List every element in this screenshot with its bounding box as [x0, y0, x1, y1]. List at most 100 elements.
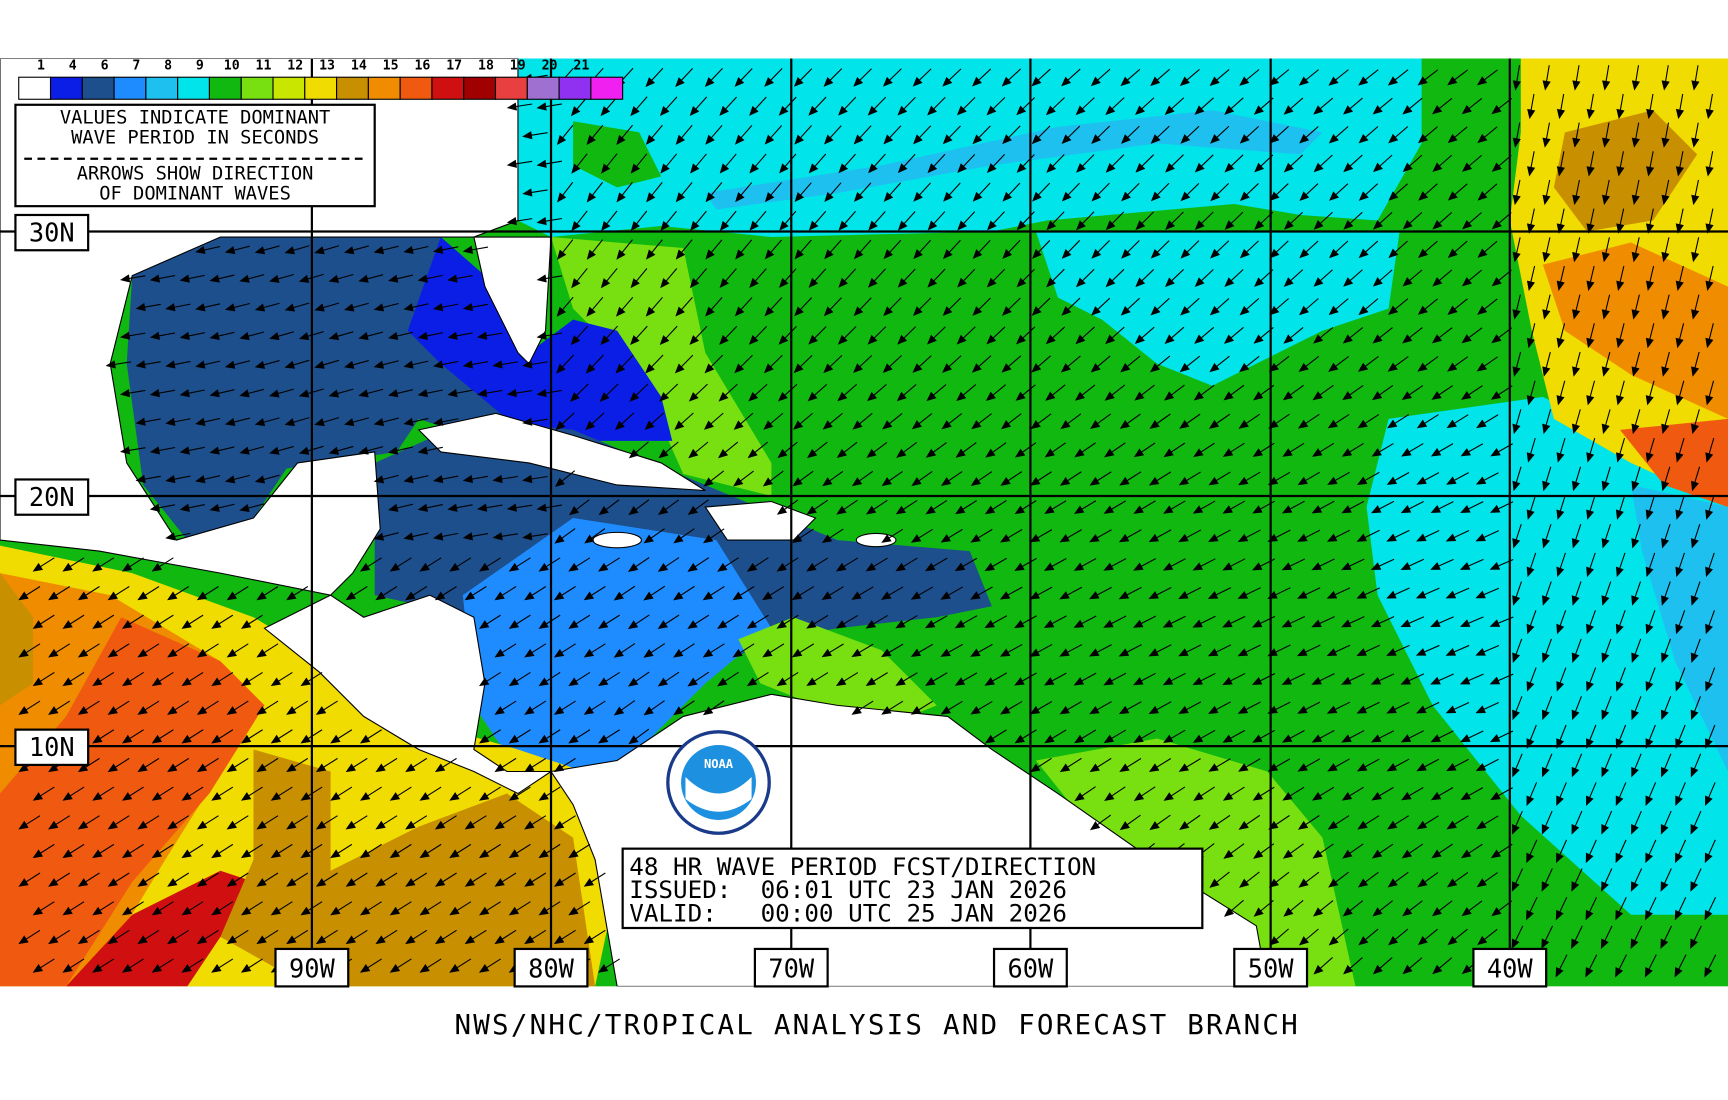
arrow: [254, 245, 280, 255]
arrow: [1208, 529, 1231, 543]
arrow: [1415, 587, 1440, 599]
arrow: [865, 614, 888, 629]
arrow: [1014, 672, 1037, 686]
arrow: [135, 474, 161, 484]
arrow: [1512, 237, 1521, 263]
arrow: [1460, 730, 1484, 743]
arrow: [151, 729, 174, 744]
arrow: [165, 475, 191, 484]
arrow: [211, 958, 234, 973]
field-lightblue: [705, 110, 1323, 210]
arrow: [1460, 787, 1484, 801]
legend-label: 13: [319, 59, 335, 74]
arrow: [462, 474, 489, 484]
arrow: [77, 700, 100, 715]
arrow: [1402, 269, 1423, 287]
arrow: [747, 441, 769, 459]
arrow: [1238, 413, 1261, 429]
arrow: [853, 355, 873, 373]
arrow: [1281, 673, 1305, 685]
arrow: [1133, 672, 1156, 686]
arrow: [807, 383, 828, 402]
arrow: [794, 125, 812, 145]
arrow: [719, 268, 737, 288]
legend-label: 16: [414, 59, 430, 74]
arrow: [464, 929, 487, 945]
arrow: [135, 302, 161, 312]
top-margin: [0, 0, 1728, 59]
arrow: [1210, 125, 1230, 144]
arrow: [986, 96, 1006, 116]
arrow: [1090, 355, 1111, 373]
arrow: [853, 68, 872, 87]
arrow: [1645, 437, 1655, 463]
arrow: [433, 303, 459, 312]
arrow: [137, 757, 160, 773]
arrow: [1178, 529, 1202, 543]
arrow: [851, 643, 874, 658]
arrow: [524, 929, 547, 945]
arrow: [417, 331, 443, 341]
arrow: [1526, 897, 1538, 921]
arrow: [1705, 437, 1715, 463]
field-ochre: [0, 573, 34, 706]
arrow: [240, 729, 263, 744]
arrow: [1061, 68, 1081, 87]
arrow: [733, 412, 754, 430]
arrow: [1512, 638, 1523, 663]
arrow: [1675, 667, 1686, 692]
arrow: [508, 843, 531, 859]
arrow: [1341, 616, 1365, 628]
arrow: [568, 843, 591, 859]
arrow: [1357, 413, 1380, 429]
arrow: [196, 815, 219, 830]
arrow: [673, 700, 695, 716]
arrow: [464, 586, 487, 601]
arrow: [1030, 413, 1052, 430]
arrow: [1238, 814, 1261, 830]
arrow: [644, 412, 665, 431]
arrow: [613, 585, 636, 601]
arrow: [1090, 68, 1111, 87]
arrow: [1342, 97, 1363, 115]
arrow: [865, 557, 888, 572]
arrow: [179, 503, 205, 512]
arrow: [927, 211, 946, 231]
note-line: ARROWS SHOW DIRECTION: [77, 164, 314, 185]
arrow: [1705, 265, 1714, 291]
arrow: [48, 643, 71, 658]
arrow: [1208, 471, 1231, 486]
arrow: [1572, 351, 1581, 377]
arrow: [1163, 500, 1186, 514]
arrow: [1447, 126, 1468, 144]
arrow: [286, 700, 309, 715]
arrow: [598, 614, 620, 629]
arrow: [1014, 442, 1037, 458]
arrow: [419, 557, 442, 572]
arrow: [1222, 442, 1245, 457]
arrow: [628, 728, 650, 745]
arrow: [1477, 928, 1498, 946]
arrow: [1180, 240, 1200, 259]
arrow: [586, 296, 604, 317]
arrow: [807, 441, 828, 459]
arrow: [224, 474, 250, 484]
arrow: [1163, 442, 1186, 458]
land-cuba: [417, 412, 706, 492]
arrow: [717, 557, 739, 572]
arrow: [883, 297, 902, 317]
field-red: [66, 870, 254, 987]
arrow: [895, 499, 918, 515]
legend-label: 21: [573, 59, 589, 74]
arrow: [195, 245, 221, 255]
arrow: [345, 815, 368, 830]
arrow: [853, 297, 872, 317]
arrow: [358, 446, 384, 455]
arrow: [704, 68, 723, 88]
arrow: [167, 929, 190, 945]
arrow: [1222, 729, 1246, 743]
arrow: [508, 786, 531, 801]
arrow: [792, 528, 814, 544]
arrow: [179, 331, 205, 341]
arrow: [1313, 327, 1334, 344]
